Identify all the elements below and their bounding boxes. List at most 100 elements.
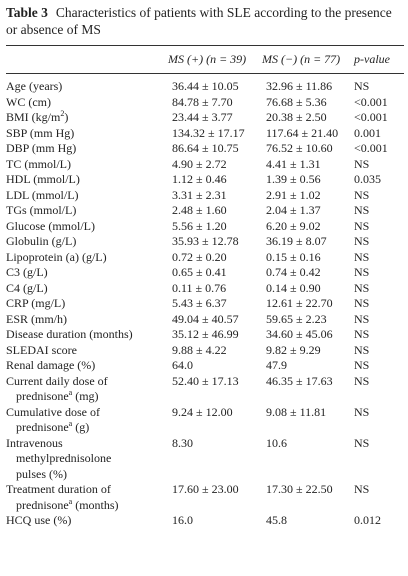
table-cell: 16.0	[172, 513, 193, 527]
table-cell: 8.30	[172, 435, 193, 450]
table-cell: 47.9	[266, 358, 287, 372]
table-row: Glucose (mmol/L) 5.56 ± 1.20 6.20 ± 9.02 NS	[6, 219, 404, 235]
label-text: (mg)	[72, 389, 99, 403]
label-text: Disease duration (months)	[6, 327, 133, 341]
table-cell: NS	[354, 79, 370, 93]
table-row: Globulin (g/L) 35.93 ± 12.78 36.19 ± 8.07 N…	[6, 234, 404, 250]
table-cell: 9.88 ± 4.22	[172, 342, 227, 357]
table-cell: NS	[354, 280, 370, 295]
table-cell: 23.44 ± 3.77	[172, 110, 233, 124]
table-cell: 86.64 ± 10.75	[172, 141, 239, 155]
table-cell: 35.93 ± 12.78	[172, 234, 239, 248]
label-text: BMI (kg/m	[6, 110, 61, 124]
table-cell: 3.31 ± 2.31	[172, 187, 227, 202]
table-row: Current daily dose of prednisonea (mg) 52…	[6, 374, 404, 405]
table-cell: 32.96 ± 11.86	[266, 79, 333, 93]
row-label: Age (years)	[6, 74, 138, 95]
table-row: Intravenous methylprednisolone pulses (%…	[6, 436, 404, 483]
table-row: Cumulative dose of prednisonea (g) 9.24 ±…	[6, 405, 404, 436]
row-label: HDL (mmol/L)	[6, 172, 138, 188]
table-cell: 0.65 ± 0.41	[172, 265, 227, 279]
table-cell: 49.04 ± 40.57	[172, 311, 239, 326]
row-label: TC (mmol/L)	[6, 157, 138, 173]
table-cell: 35.12 ± 46.99	[172, 327, 239, 341]
table-cell: 45.8	[266, 513, 287, 527]
row-label: DBP (mm Hg)	[6, 141, 138, 157]
table-cell: NS	[354, 373, 370, 388]
table-row: TC (mmol/L) 4.90 ± 2.72 4.41 ± 1.31 NS	[6, 157, 404, 173]
table-cell: NS	[354, 156, 370, 171]
label-text: CRP (mg/L)	[6, 296, 66, 310]
table-cell: 0.15 ± 0.16	[266, 249, 321, 264]
table-cell: NS	[354, 358, 370, 372]
table-cell: 4.90 ± 2.72	[172, 156, 227, 171]
label-text: Glucose (mmol/L)	[6, 218, 95, 233]
header-cell: p-value	[354, 45, 404, 74]
table-cell: NS	[354, 187, 370, 202]
row-label: LDL (mmol/L)	[6, 188, 138, 204]
label-text: (months)	[72, 497, 119, 512]
row-label: Disease duration (months)	[6, 327, 138, 343]
table-cell: NS	[354, 404, 370, 419]
table-row: C4 (g/L) 0.11 ± 0.76 0.14 ± 0.90 NS	[6, 281, 404, 297]
table-cell: 34.60 ± 45.06	[266, 327, 333, 341]
table-cell: 20.38 ± 2.50	[266, 110, 327, 124]
row-label: Glucose (mmol/L)	[6, 219, 138, 235]
table-row: Renal damage (%) 64.0 47.9 NS	[6, 358, 404, 374]
label-text: Current daily dose of prednisone	[6, 373, 108, 404]
table-row: C3 (g/L) 0.65 ± 0.41 0.74 ± 0.42 NS	[6, 265, 404, 281]
label-text: )	[64, 110, 69, 124]
table-cell: <0.001	[354, 94, 388, 109]
label-text: HDL (mmol/L)	[6, 172, 80, 186]
table-label: Table 3	[6, 5, 48, 20]
table-row: LDL (mmol/L) 3.31 ± 2.31 2.91 ± 1.02 NS	[6, 188, 404, 204]
table-row: Disease duration (months) 35.12 ± 46.99 34…	[6, 327, 404, 343]
row-label: Cumulative dose of prednisonea (g)	[6, 405, 138, 436]
label-text: C4 (g/L)	[6, 280, 48, 295]
table-cell: NS	[354, 327, 370, 341]
table-cell: 0.72 ± 0.20	[172, 249, 227, 264]
header-cell: MS (+) (n = 39)	[138, 45, 262, 74]
table-row: TGs (mmol/L) 2.48 ± 1.60 2.04 ± 1.37 NS	[6, 203, 404, 219]
table-cell: 36.19 ± 8.07	[266, 234, 327, 248]
table-cell: NS	[354, 249, 370, 264]
table-cell: 6.20 ± 9.02	[266, 218, 321, 233]
table-row: DBP (mm Hg) 86.64 ± 10.75 76.52 ± 10.60 <0.…	[6, 141, 404, 157]
table-cell: 9.82 ± 9.29	[266, 342, 321, 357]
table-row: CRP (mg/L) 5.43 ± 6.37 12.61 ± 22.70 NS	[6, 296, 404, 312]
table-cell: NS	[354, 435, 370, 450]
table-row: HDL (mmol/L) 1.12 ± 0.46 1.39 ± 0.56 0.035	[6, 172, 404, 188]
row-label: SBP (mm Hg)	[6, 126, 138, 142]
table-row: BMI (kg/m2) 23.44 ± 3.77 20.38 ± 2.50 <0.00…	[6, 110, 404, 126]
table-cell: 10.6	[266, 435, 287, 450]
label-text: Lipoprotein (a) (g/L)	[6, 249, 107, 264]
label-text: Age (years)	[6, 79, 63, 93]
label-text: ESR (mm/h)	[6, 311, 68, 326]
label-text: TC (mmol/L)	[6, 156, 71, 171]
row-label: C3 (g/L)	[6, 265, 138, 281]
label-text: Treatment duration of prednisone	[6, 482, 111, 512]
table-cell: NS	[354, 265, 370, 279]
table-cell: NS	[354, 218, 370, 233]
table-cell: NS	[354, 234, 370, 248]
superscript: a	[68, 419, 73, 428]
table-cell: 0.012	[354, 513, 381, 527]
table-cell: 4.41 ± 1.31	[266, 156, 321, 171]
label-text: TGs (mmol/L)	[6, 203, 77, 217]
table-cell: 12.61 ± 22.70	[266, 296, 333, 310]
table-cell: 84.78 ± 7.70	[172, 94, 233, 109]
table-cell: 2.48 ± 1.60	[172, 203, 227, 217]
table-cell: 17.60 ± 23.00	[172, 482, 239, 496]
row-label: ESR (mm/h)	[6, 312, 138, 328]
label-text: C3 (g/L)	[6, 265, 48, 279]
superscript: a	[68, 388, 73, 397]
table-cell: 1.12 ± 0.46	[172, 172, 227, 186]
header-row: MS (+) (n = 39) MS (−) (n = 77) p-value	[6, 45, 404, 74]
label-text: SLEDAI score	[6, 342, 77, 357]
row-label: Treatment duration of prednisonea (month…	[6, 482, 138, 513]
table-cell: 1.39 ± 0.56	[266, 172, 321, 186]
label-text: (g)	[72, 420, 90, 434]
header-cell	[6, 45, 138, 74]
table-caption: Table 3 Characteristics of patients with …	[6, 4, 404, 38]
label-text: SBP (mm Hg)	[6, 125, 75, 140]
